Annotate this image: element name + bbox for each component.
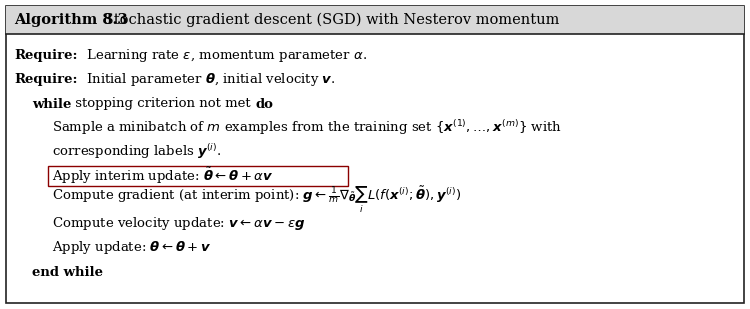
Text: Require:: Require: <box>14 74 77 87</box>
Text: Compute gradient (at interim point): $\boldsymbol{g} \leftarrow \frac{1}{m}\nabl: Compute gradient (at interim point): $\b… <box>52 184 461 215</box>
Text: Algorithm 8.3: Algorithm 8.3 <box>14 13 128 27</box>
Text: Compute velocity update: $\boldsymbol{v} \leftarrow \alpha\boldsymbol{v} - \epsi: Compute velocity update: $\boldsymbol{v}… <box>52 215 305 232</box>
Text: Apply update: $\boldsymbol{\theta} \leftarrow \boldsymbol{\theta} + \boldsymbol{: Apply update: $\boldsymbol{\theta} \left… <box>52 239 211 256</box>
Text: Require:: Require: <box>14 49 77 62</box>
Text: corresponding labels $\boldsymbol{y}^{(i)}$.: corresponding labels $\boldsymbol{y}^{(i… <box>52 142 221 161</box>
Text: stopping criterion not met: stopping criterion not met <box>71 98 255 111</box>
Text: Apply interim update: $\tilde{\boldsymbol{\theta}} \leftarrow \boldsymbol{\theta: Apply interim update: $\tilde{\boldsymbo… <box>52 166 274 186</box>
Text: Stochastic gradient descent (SGD) with Nesterov momentum: Stochastic gradient descent (SGD) with N… <box>99 13 560 27</box>
Text: do: do <box>255 98 273 111</box>
Text: while: while <box>32 98 71 111</box>
Text: Initial parameter $\boldsymbol{\theta}$, initial velocity $\boldsymbol{v}$.: Initial parameter $\boldsymbol{\theta}$,… <box>77 71 335 88</box>
Text: Learning rate $\epsilon$, momentum parameter $\alpha$.: Learning rate $\epsilon$, momentum param… <box>77 48 367 65</box>
Bar <box>6 6 744 34</box>
Text: end while: end while <box>32 265 103 278</box>
Text: Sample a minibatch of $m$ examples from the training set $\{\boldsymbol{x}^{(1)}: Sample a minibatch of $m$ examples from … <box>52 119 562 138</box>
